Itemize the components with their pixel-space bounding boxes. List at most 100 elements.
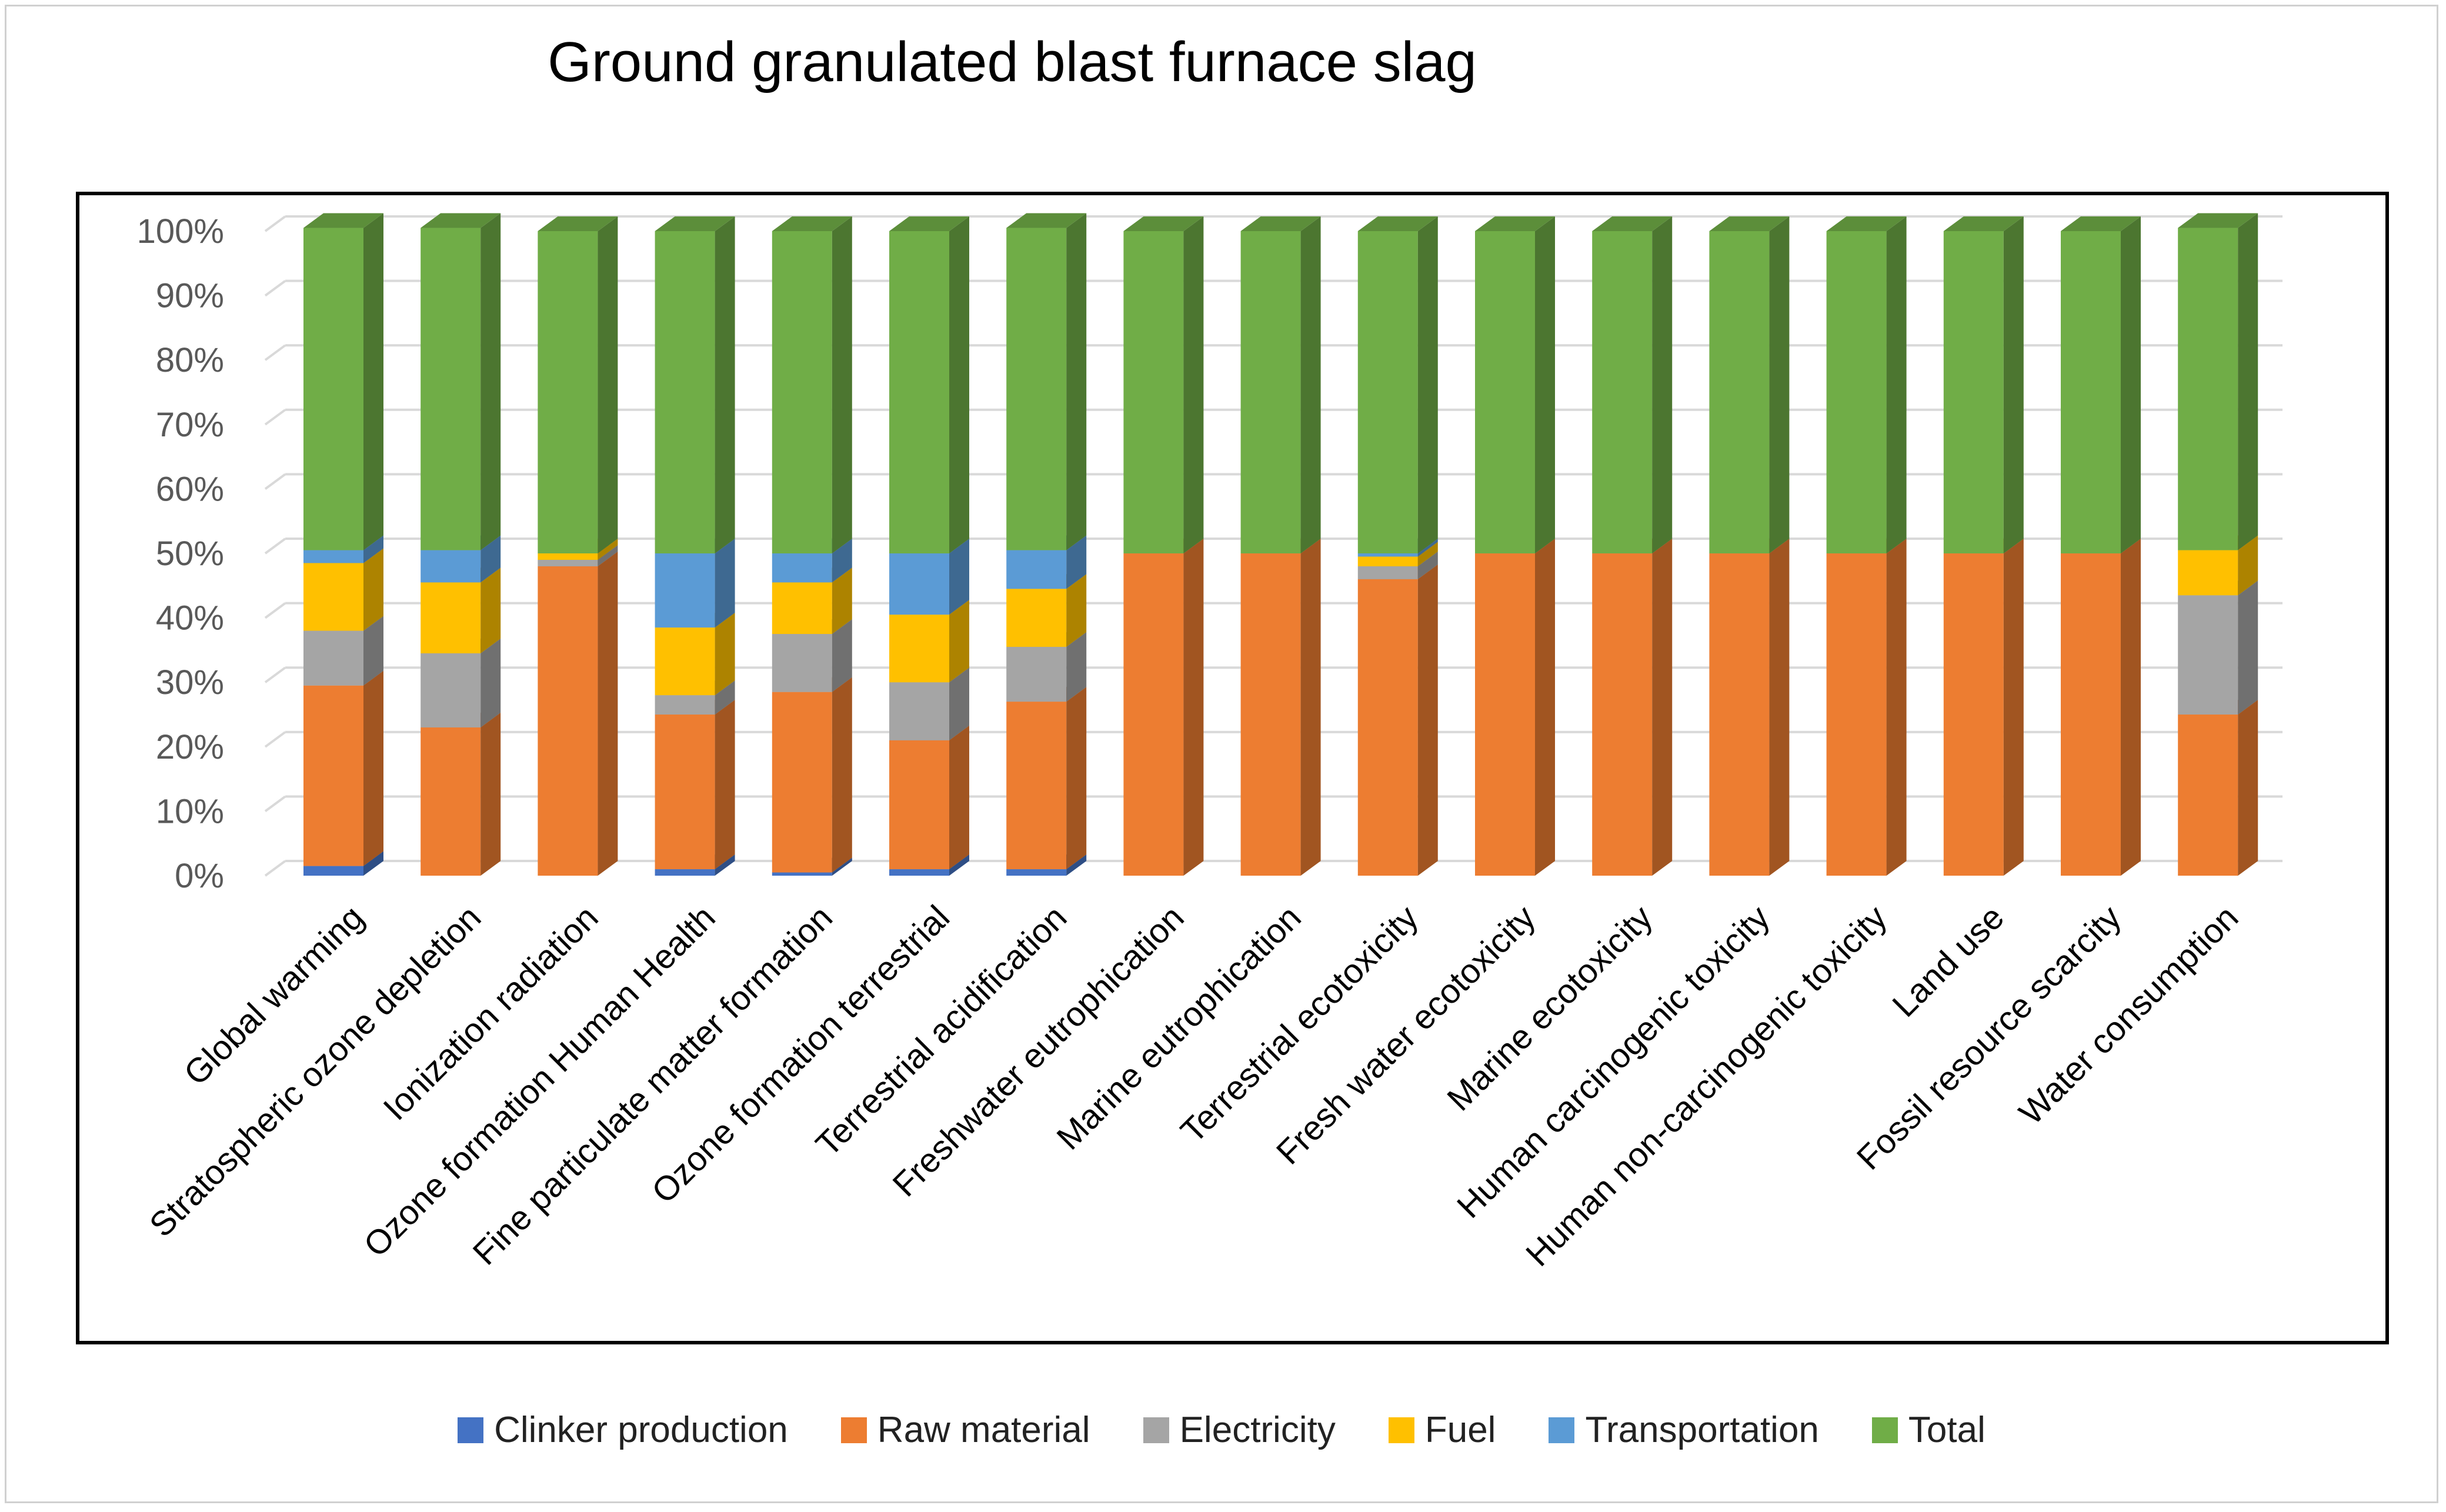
bar-segment: [889, 539, 969, 615]
bar-front: [1006, 702, 1067, 870]
bar-top: [1123, 216, 1204, 231]
gridline-depth: [264, 473, 286, 490]
bar-front: [1826, 231, 1887, 553]
bar-front: [421, 228, 481, 550]
legend-swatch: [1549, 1417, 1575, 1443]
bar-front: [1006, 646, 1067, 702]
bar-segment: [2178, 580, 2258, 715]
gridline-depth: [264, 860, 286, 877]
bar-front: [1357, 231, 1418, 553]
bar-side: [480, 535, 501, 583]
bar-front: [1123, 553, 1184, 876]
x-category-label: Water consumption: [2012, 898, 2246, 1132]
legend-label: Transportation: [1585, 1410, 1819, 1450]
bar-side: [949, 667, 969, 740]
bar-top: [2061, 216, 2141, 231]
bar-side: [480, 213, 501, 550]
bar-segment: [1357, 216, 1438, 553]
bar-side: [480, 568, 501, 653]
bar-segment: [1475, 216, 1555, 553]
legend-swatch: [840, 1417, 867, 1443]
bar-side: [832, 619, 852, 692]
bar-top: [1240, 216, 1321, 231]
gridline-depth: [264, 666, 286, 683]
bar-front: [655, 553, 715, 628]
bar-front: [1357, 579, 1418, 876]
bar-segment: [1592, 539, 1673, 876]
bar-side: [1769, 539, 1790, 876]
bar-front: [772, 231, 832, 553]
chart-frame: Ground granulated blast furnace slag 0% 1…: [5, 5, 2438, 1503]
bar-front: [889, 553, 949, 615]
bar-front: [889, 615, 949, 683]
bar-front: [772, 634, 832, 692]
bar-front: [889, 740, 949, 870]
bar-top: [1006, 213, 1087, 228]
legend-label: Fuel: [1424, 1410, 1496, 1450]
bar-top: [889, 216, 969, 231]
bar-side: [832, 216, 852, 553]
bar-front: [2178, 550, 2238, 596]
legend-item: Transportation: [1549, 1409, 1819, 1451]
bar-side: [2121, 539, 2141, 876]
y-tick-label: 60%: [156, 470, 224, 508]
bar-front: [1592, 231, 1653, 553]
bar-front: [2178, 715, 2238, 876]
bar-segment: [1006, 687, 1087, 870]
bar-side: [1417, 542, 1438, 566]
bar-front: [303, 866, 363, 876]
bar-segment: [1592, 216, 1673, 553]
x-category-label: Land use: [1885, 898, 2011, 1024]
bar-front: [303, 563, 363, 631]
bar-segment: [1123, 539, 1204, 876]
bar-front: [538, 231, 598, 553]
bar-side: [832, 568, 852, 634]
legend-item: Raw material: [840, 1409, 1090, 1451]
bar-side: [1535, 216, 1555, 553]
bar-segment: [2178, 213, 2258, 550]
bar-segment: [772, 216, 852, 553]
bar-front: [421, 550, 481, 583]
bar-side: [598, 551, 618, 876]
bar-front: [303, 685, 363, 866]
bar-front: [655, 869, 715, 876]
bar-side: [715, 855, 735, 876]
gridline-depth: [264, 215, 286, 232]
bar-front: [1006, 589, 1067, 647]
bar-side: [1066, 574, 1087, 647]
bar-side: [715, 680, 735, 715]
bar-segment: [2061, 216, 2141, 553]
bar-segment: [2178, 700, 2258, 876]
bar-front: [889, 682, 949, 740]
legend-item: Fuel: [1388, 1409, 1496, 1451]
bar-top: [1709, 216, 1790, 231]
gridline-depth: [264, 279, 286, 297]
y-tick-label: 0%: [175, 857, 224, 895]
bar-segment: [1709, 539, 1790, 876]
bar-segment: [655, 216, 735, 553]
legend-swatch: [1143, 1417, 1169, 1443]
bar-side: [2238, 535, 2258, 596]
bar-segment: [421, 213, 501, 550]
bar-front: [421, 582, 481, 653]
bar-front: [655, 715, 715, 870]
bar-front: [1709, 553, 1770, 876]
bar-front: [1240, 231, 1301, 553]
bar-side: [949, 216, 969, 553]
bar-side: [1417, 551, 1438, 579]
bar-front: [538, 553, 598, 560]
bar-side: [1886, 216, 1907, 553]
bar-side: [1769, 216, 1790, 553]
bar-front: [1475, 553, 1535, 876]
legend-item: Clinker production: [458, 1409, 788, 1451]
legend-item: Electricity: [1143, 1409, 1336, 1451]
legend-swatch: [1871, 1417, 1898, 1443]
bar-front: [889, 869, 949, 876]
gridline-depth: [264, 344, 286, 361]
bar-top: [1943, 216, 2024, 231]
bar-segment: [303, 213, 383, 550]
bar-front: [2178, 228, 2238, 550]
bar-front: [1123, 231, 1184, 553]
y-tick-label: 90%: [156, 277, 224, 315]
bar-front: [1006, 228, 1067, 550]
